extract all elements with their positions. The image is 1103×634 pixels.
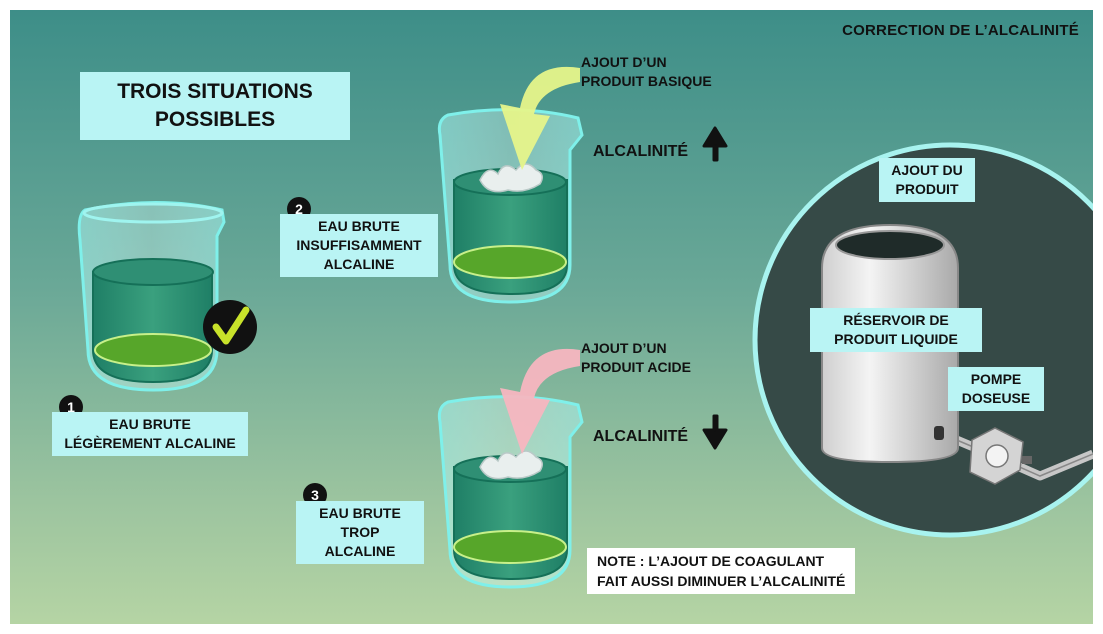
acid-product-line-2: PRODUIT ACIDE: [581, 359, 691, 375]
situation-1-line-1: EAU BRUTE: [109, 416, 191, 432]
basic-product-arrow: [500, 66, 580, 170]
check-icon: [203, 300, 257, 354]
tank-line-1: RÉSERVOIR DE: [843, 312, 949, 328]
alkalinity-down-label: ALCALINITÉ: [593, 428, 689, 445]
situation-1-label: EAU BRUTE LÉGÈREMENT ALCALINE: [52, 412, 248, 456]
pump-line-2: DOSEUSE: [961, 390, 1031, 406]
situation-2-line-2: INSUFFISAMMENT: [296, 237, 422, 253]
product-addition-line-2: PRODUIT: [895, 181, 959, 197]
arrow-up-icon: [702, 126, 728, 162]
note-line-2: FAIT AUSSI DIMINUER L’ALCALINITÉ: [597, 573, 846, 589]
situation-2-line-1: EAU BRUTE: [318, 218, 400, 234]
pump-body: [969, 427, 1032, 485]
situation-2-label: EAU BRUTE INSUFFISAMMENT ALCALINE: [280, 214, 438, 277]
heading-box: TROIS SITUATIONS POSSIBLES: [80, 72, 350, 140]
pump-line-1: POMPE: [970, 371, 1022, 387]
situation-1-line-2: LÉGÈREMENT ALCALINE: [64, 435, 236, 451]
alkalinity-up-label: ALCALINITÉ: [593, 143, 689, 160]
arrow-down-icon: [702, 414, 728, 450]
product-addition-line-1: AJOUT DU: [891, 162, 963, 178]
page-title: CORRECTION DE L’ALCALINITÉ: [842, 22, 1079, 39]
note-box: NOTE : L’AJOUT DE COAGULANT FAIT AUSSI D…: [587, 548, 856, 594]
heading-line-1: TROIS SITUATIONS: [117, 80, 313, 103]
beaker-1: [77, 201, 226, 392]
heading-line-2: POSSIBLES: [154, 108, 276, 131]
basic-product-line-1: AJOUT D’UN: [581, 54, 667, 70]
basic-product-line-2: PRODUIT BASIQUE: [581, 73, 712, 89]
situation-2-line-3: ALCALINE: [323, 256, 395, 272]
acid-product-text: AJOUT D’UN PRODUIT ACIDE: [581, 339, 691, 377]
note-line-1: NOTE : L’AJOUT DE COAGULANT: [597, 553, 825, 569]
acid-product-arrow: [500, 348, 580, 454]
situation-3-line-1: EAU BRUTE: [319, 505, 401, 521]
tank-line-2: PRODUIT LIQUIDE: [834, 331, 958, 347]
beaker-2: [437, 108, 584, 304]
tank-label: RÉSERVOIR DE PRODUIT LIQUIDE: [810, 308, 982, 352]
beaker-3: [437, 395, 584, 589]
product-addition-label: AJOUT DU PRODUIT: [879, 158, 975, 202]
diagram-canvas: CORRECTION DE L’ALCALINITÉ TROIS SITUATI…: [10, 10, 1093, 624]
situation-3-label: EAU BRUTE TROP ALCALINE: [296, 501, 424, 564]
basic-product-text: AJOUT D’UN PRODUIT BASIQUE: [581, 53, 712, 91]
acid-product-line-1: AJOUT D’UN: [581, 340, 667, 356]
situation-3-line-2: TROP ALCALINE: [324, 524, 396, 559]
pump-label: POMPE DOSEUSE: [948, 367, 1044, 411]
